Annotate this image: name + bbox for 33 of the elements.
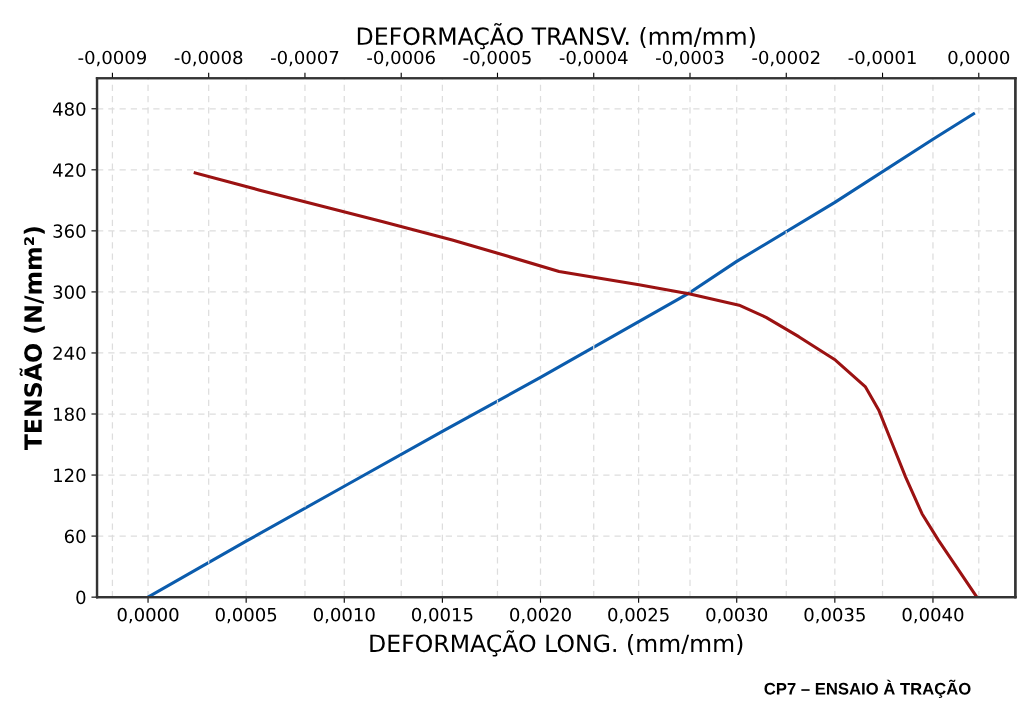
- y-tick-label: 180: [54, 407, 86, 422]
- y-tick-label: 360: [53, 224, 86, 238]
- x-tick-label: 0,0005: [215, 607, 277, 624]
- x-tick-label: 0,0020: [510, 607, 571, 624]
- x-tick-label: 0,0010: [313, 607, 375, 624]
- line-series: [146, 112, 976, 598]
- text: CP7 – ENSAIO À TRAÇÃO: [764, 679, 971, 698]
- y-tick-label: 420: [53, 163, 86, 177]
- x2-tick-label: -0,0006: [367, 50, 435, 67]
- y-tick-label: 300: [53, 285, 86, 300]
- y-axis-title: TENSÃO (N/mm²): [19, 227, 45, 451]
- x2-axis-title: DEFORMAÇÃO TRANSV. (mm/mm): [357, 23, 755, 50]
- x2-tick-label: 0,0000: [948, 50, 1010, 67]
- y-tick-label: 120: [54, 468, 86, 483]
- x-tick-label: 0,0025: [608, 607, 669, 624]
- y-tick-label: 0: [76, 590, 86, 605]
- x-tick-label: 0,0030: [706, 607, 768, 624]
- x2-tick-label: -0,0003: [656, 50, 724, 67]
- x-axis-title: DEFORMAÇÃO LONG. (mm/mm): [370, 630, 743, 657]
- x-tick-label: 0,0000: [117, 607, 179, 624]
- x2-tick-label: -0,0002: [752, 50, 820, 67]
- y-tick-label: 480: [53, 102, 86, 116]
- x2-tick-label: -0,0009: [78, 50, 146, 67]
- y-tick-label: 60: [64, 529, 86, 544]
- x-tick-label: 0,0035: [804, 607, 865, 624]
- x-tick-label: 0,0015: [411, 607, 473, 624]
- x2-tick-label: -0,0007: [270, 50, 339, 67]
- x2-tick-label: -0,0001: [848, 50, 916, 67]
- x2-tick-label: -0,0004: [559, 50, 628, 67]
- x2-tick-label: -0,0005: [463, 50, 531, 67]
- x-tick-label: 0,0040: [902, 607, 964, 624]
- x2-tick-label: -0,0008: [174, 50, 243, 67]
- y-tick-label: 240: [53, 346, 86, 361]
